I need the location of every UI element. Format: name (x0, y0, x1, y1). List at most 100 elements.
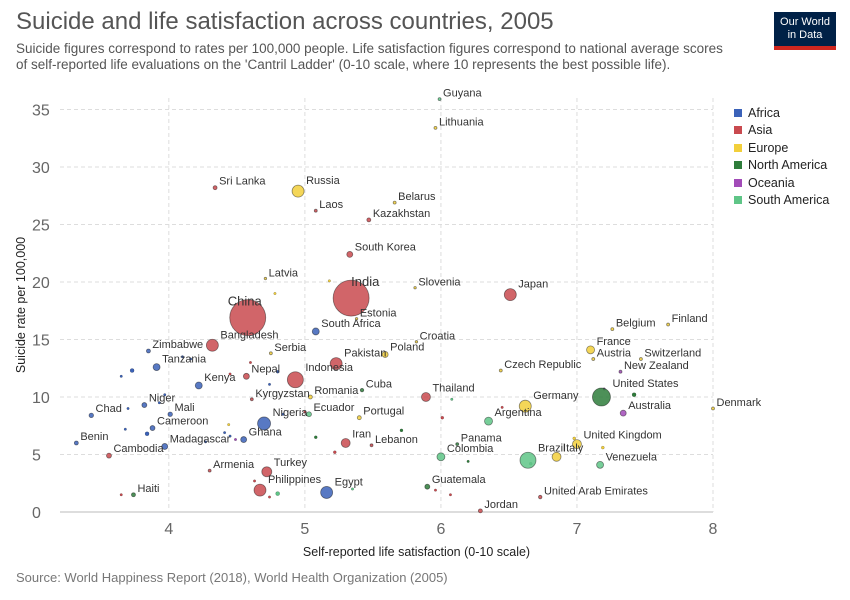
point-label: Laos (319, 199, 343, 211)
data-point-panama (455, 442, 460, 447)
point-label: Nepal (251, 363, 280, 375)
point-label: Turkey (274, 457, 308, 469)
point-label: Cuba (366, 378, 393, 390)
data-point-czech-republic (498, 368, 503, 373)
data-point-romania (307, 394, 313, 400)
point-label: Argentina (495, 407, 543, 419)
legend-item-oceania[interactable]: Oceania (734, 174, 829, 192)
data-point (228, 434, 232, 438)
data-point-tanzania (152, 363, 161, 372)
point-label: Russia (306, 175, 341, 187)
point-label: Zimbabwe (152, 339, 203, 351)
data-point-madagascar (161, 443, 169, 450)
data-point (163, 393, 167, 397)
data-point-south-korea (346, 250, 354, 258)
data-point (466, 459, 470, 463)
legend-label-asia: Asia (748, 123, 773, 138)
legend-item-europe[interactable]: Europe (734, 139, 829, 157)
data-point-kyrgyzstan (249, 397, 254, 402)
point-label: Niger (149, 393, 176, 405)
legend-item-africa[interactable]: Africa (734, 104, 829, 122)
y-tick-label: 30 (32, 160, 50, 177)
data-point-thailand (421, 392, 431, 402)
data-point-argentina (484, 416, 493, 426)
region-legend: Africa Asia Europe North America Oceania… (734, 104, 829, 209)
point-label: Madagascar (170, 433, 231, 445)
data-point-portugal (356, 415, 362, 421)
data-point-russia (291, 184, 305, 198)
point-label: United States (612, 378, 679, 390)
point-label: Cambodia (113, 443, 164, 455)
point-label: Latvia (269, 267, 299, 279)
point-label: United Kingdom (583, 430, 661, 442)
chart-title: Suicide and life satisfaction across cou… (16, 8, 554, 35)
data-point-chad (88, 412, 94, 419)
legend-swatch-north-america (734, 161, 742, 170)
data-point-india (332, 279, 370, 317)
y-tick-label: 15 (32, 333, 50, 350)
legend-label-south-america: South America (748, 193, 830, 208)
point-label: New Zealand (624, 360, 689, 372)
data-point-estonia (354, 317, 359, 321)
point-label: Bangladesh (220, 329, 278, 341)
data-point-serbia (268, 351, 273, 356)
data-point (450, 397, 454, 401)
data-point (119, 374, 123, 378)
data-point-nigeria (257, 416, 271, 431)
legend-item-asia[interactable]: Asia (734, 122, 829, 140)
data-point-cuba (359, 387, 365, 393)
data-point-zimbabwe (146, 348, 151, 354)
source-note: Source: World Happiness Report (2018), W… (16, 570, 448, 585)
point-label: China (228, 294, 263, 309)
point-label: Germany (533, 390, 579, 402)
data-point-ghana (240, 436, 248, 443)
data-point-laos (313, 208, 318, 213)
data-point-kenya (194, 381, 203, 390)
data-point (601, 445, 605, 450)
x-tick-label: 4 (164, 521, 173, 538)
chart-subtitle: Suicide figures correspond to rates per … (16, 41, 723, 72)
data-point-poland (381, 351, 389, 358)
owid-logo[interactable]: Our World in Data (774, 12, 836, 50)
y-tick-label: 25 (32, 218, 50, 235)
legend-label-africa: Africa (748, 105, 780, 120)
point-label: Belarus (398, 191, 436, 203)
point-label: Austria (597, 348, 632, 360)
point-label: Serbia (274, 342, 307, 354)
data-point-mali (167, 411, 173, 417)
point-label: Finland (672, 313, 708, 325)
data-point (144, 431, 150, 437)
data-point-united-arab-emirates (538, 494, 543, 500)
data-point (157, 401, 161, 405)
point-label: Panama (461, 433, 503, 445)
data-point (273, 292, 277, 295)
data-point-latvia (263, 276, 268, 281)
point-label: Belgium (616, 318, 656, 330)
data-point-switzerland (638, 357, 643, 361)
data-point-south-africa (311, 327, 320, 336)
point-label: Denmark (717, 397, 762, 409)
point-label: Philippines (268, 474, 322, 486)
data-point (129, 368, 135, 373)
data-point-turkey (261, 466, 273, 478)
data-point (275, 369, 280, 374)
point-label: Japan (518, 279, 548, 291)
data-point-egypt (320, 486, 334, 499)
legend-item-north-america[interactable]: North America (734, 157, 829, 175)
point-label: South Korea (355, 241, 417, 253)
data-point-germany (518, 399, 532, 413)
point-label: Indonesia (305, 362, 354, 374)
data-point (189, 357, 193, 361)
data-point-australia (619, 409, 627, 417)
data-point (126, 407, 130, 410)
point-label: Nigeria (273, 407, 309, 419)
data-point-united-kingdom (572, 439, 582, 450)
y-tick-label: 10 (32, 390, 50, 407)
data-point-venezuela (596, 460, 604, 469)
point-label: Venezuela (606, 451, 658, 463)
data-point (123, 427, 127, 431)
legend-item-south-america[interactable]: South America (734, 192, 829, 210)
point-label: Slovenia (418, 277, 461, 289)
data-point-lithuania (433, 126, 438, 130)
